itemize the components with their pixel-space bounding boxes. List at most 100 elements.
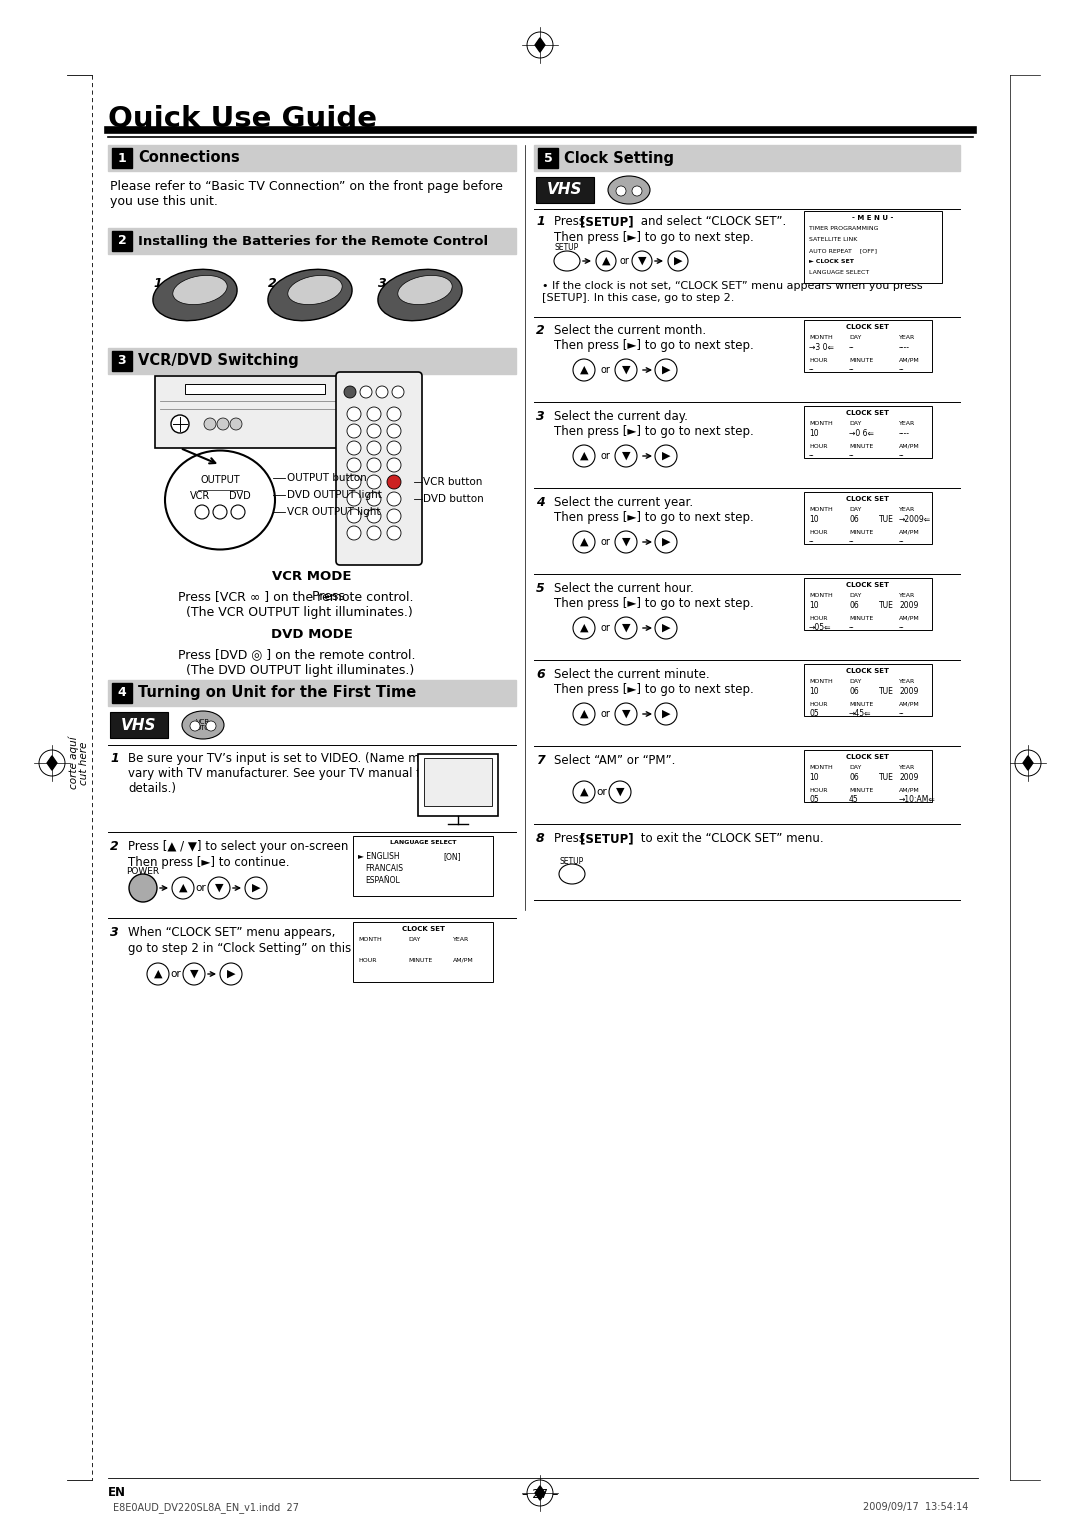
Text: 5: 5 bbox=[536, 582, 544, 596]
Text: DVD OUTPUT light: DVD OUTPUT light bbox=[287, 490, 382, 499]
Polygon shape bbox=[535, 1486, 545, 1500]
Text: 1: 1 bbox=[110, 751, 119, 765]
Text: YEAR: YEAR bbox=[453, 938, 469, 942]
Circle shape bbox=[204, 418, 216, 431]
Text: ▼: ▼ bbox=[622, 623, 631, 634]
Text: ▼: ▼ bbox=[215, 883, 224, 893]
Bar bbox=[110, 712, 168, 738]
Text: DAY: DAY bbox=[849, 765, 862, 770]
Circle shape bbox=[347, 525, 361, 541]
Ellipse shape bbox=[608, 176, 650, 205]
Text: MINUTE: MINUTE bbox=[408, 957, 432, 964]
Bar bbox=[185, 383, 325, 394]
Text: SATELLITE LINK: SATELLITE LINK bbox=[809, 237, 858, 241]
Text: --: -- bbox=[849, 450, 854, 460]
Circle shape bbox=[347, 508, 361, 524]
Text: CLOCK SET: CLOCK SET bbox=[847, 411, 890, 415]
Text: YEAR: YEAR bbox=[899, 765, 915, 770]
Text: – 27 –: – 27 – bbox=[522, 1487, 558, 1501]
Text: →10:AM⇐: →10:AM⇐ bbox=[899, 796, 935, 805]
Circle shape bbox=[213, 505, 227, 519]
Text: ▲: ▲ bbox=[179, 883, 187, 893]
Circle shape bbox=[183, 964, 205, 985]
Text: Press [▲ / ▼] to select your on-screen language.: Press [▲ / ▼] to select your on-screen l… bbox=[129, 840, 411, 854]
Text: VCR/DVD Switching: VCR/DVD Switching bbox=[138, 353, 299, 368]
Text: 3: 3 bbox=[118, 354, 126, 368]
Circle shape bbox=[632, 250, 652, 270]
Circle shape bbox=[654, 531, 677, 553]
Text: MONTH: MONTH bbox=[809, 507, 833, 512]
Text: YEAR: YEAR bbox=[899, 507, 915, 512]
Text: ▲: ▲ bbox=[580, 365, 589, 376]
Text: TUE: TUE bbox=[879, 687, 894, 696]
Bar bbox=[804, 750, 932, 802]
Text: or: or bbox=[619, 257, 629, 266]
Text: VCR
OTC: VCR OTC bbox=[195, 719, 211, 731]
Text: ▶: ▶ bbox=[662, 623, 671, 634]
Text: or: or bbox=[195, 883, 206, 893]
Circle shape bbox=[367, 508, 381, 524]
Text: or: or bbox=[600, 538, 610, 547]
Text: CLOCK SET: CLOCK SET bbox=[847, 324, 890, 330]
Text: ▼: ▼ bbox=[622, 365, 631, 376]
Text: ▶: ▶ bbox=[674, 257, 683, 266]
Text: AM/PM: AM/PM bbox=[899, 444, 920, 449]
Bar bbox=[156, 376, 365, 447]
Circle shape bbox=[387, 475, 401, 489]
Text: YEAR: YEAR bbox=[899, 334, 915, 341]
Circle shape bbox=[220, 964, 242, 985]
Text: MONTH: MONTH bbox=[809, 765, 833, 770]
Bar bbox=[112, 683, 132, 702]
Text: [SETUP]: [SETUP] bbox=[580, 832, 634, 844]
Circle shape bbox=[367, 492, 381, 505]
Ellipse shape bbox=[554, 250, 580, 270]
Text: --: -- bbox=[809, 365, 814, 374]
Text: Select the current month.
Then press [►] to go to next step.: Select the current month. Then press [►]… bbox=[554, 324, 754, 353]
Text: OUTPUT button: OUTPUT button bbox=[287, 473, 367, 483]
Bar bbox=[353, 922, 492, 982]
Circle shape bbox=[387, 508, 401, 524]
Circle shape bbox=[615, 359, 637, 382]
Text: ▼: ▼ bbox=[190, 970, 199, 979]
Text: CLOCK SET: CLOCK SET bbox=[847, 582, 890, 588]
Text: DVD: DVD bbox=[229, 492, 251, 501]
Circle shape bbox=[632, 186, 642, 195]
Text: 10: 10 bbox=[809, 602, 819, 609]
Text: Then press [►] to go to next step.: Then press [►] to go to next step. bbox=[554, 231, 754, 244]
Bar bbox=[804, 211, 942, 282]
Text: YEAR: YEAR bbox=[899, 680, 915, 684]
Ellipse shape bbox=[165, 450, 275, 550]
Circle shape bbox=[654, 702, 677, 725]
Text: Press [VCR ∞ ] on the remote control.: Press [VCR ∞ ] on the remote control. bbox=[178, 589, 414, 603]
Text: 06: 06 bbox=[849, 687, 859, 696]
Circle shape bbox=[573, 702, 595, 725]
Text: 10: 10 bbox=[809, 687, 819, 696]
Text: MONTH: MONTH bbox=[809, 421, 833, 426]
Circle shape bbox=[367, 475, 381, 489]
Text: AM/PM: AM/PM bbox=[899, 702, 920, 707]
Text: MINUTE: MINUTE bbox=[849, 615, 874, 621]
Bar bbox=[353, 835, 492, 896]
Text: ESPAÑOL: ESPAÑOL bbox=[365, 876, 400, 886]
Text: →05⇐: →05⇐ bbox=[809, 623, 832, 632]
Text: →0 6⇐: →0 6⇐ bbox=[849, 429, 874, 438]
Text: (The VCR OUTPUT light illuminates.): (The VCR OUTPUT light illuminates.) bbox=[186, 606, 413, 618]
Text: Quick Use Guide: Quick Use Guide bbox=[108, 105, 377, 133]
Text: cut here: cut here bbox=[79, 741, 89, 785]
Circle shape bbox=[360, 386, 372, 399]
Text: ▲: ▲ bbox=[580, 538, 589, 547]
Text: 2009: 2009 bbox=[899, 687, 918, 696]
Text: 2009: 2009 bbox=[899, 773, 918, 782]
Text: MINUTE: MINUTE bbox=[849, 444, 874, 449]
Text: (The DVD OUTPUT light illuminates.): (The DVD OUTPUT light illuminates.) bbox=[186, 664, 415, 676]
Text: 5: 5 bbox=[543, 151, 552, 165]
Text: corte aquí: corte aquí bbox=[69, 736, 79, 789]
Circle shape bbox=[609, 780, 631, 803]
Polygon shape bbox=[48, 756, 57, 770]
Text: Select “AM” or “PM”.: Select “AM” or “PM”. bbox=[554, 754, 675, 767]
Circle shape bbox=[573, 617, 595, 638]
Circle shape bbox=[347, 458, 361, 472]
Bar bbox=[112, 351, 132, 371]
Circle shape bbox=[347, 441, 361, 455]
Circle shape bbox=[387, 441, 401, 455]
